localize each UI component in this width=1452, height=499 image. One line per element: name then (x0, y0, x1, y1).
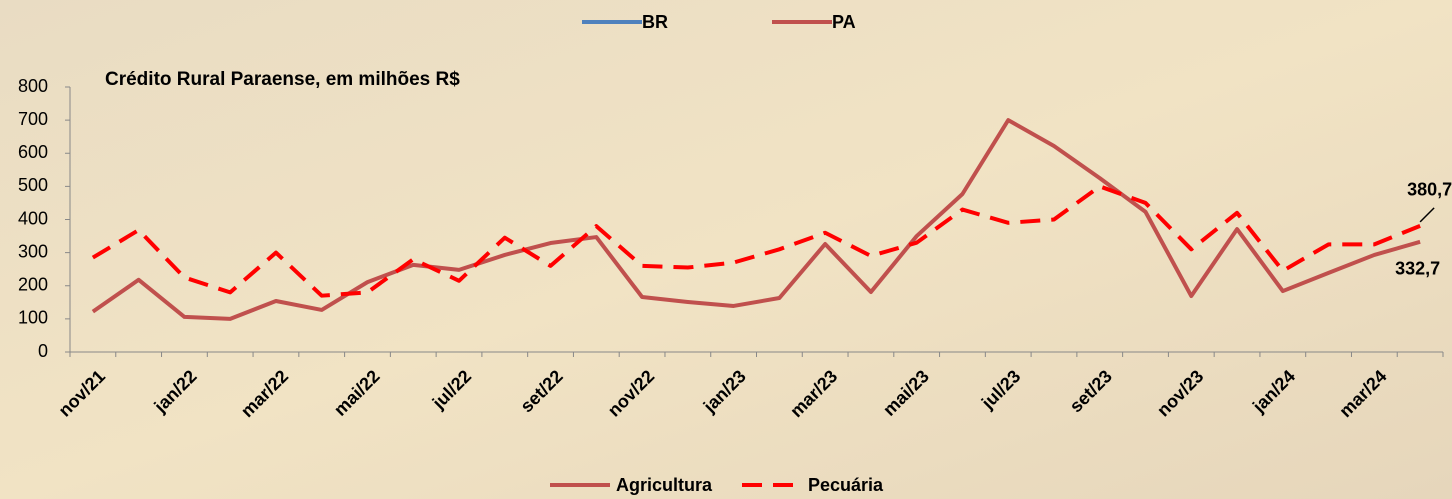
y-tick-label: 700 (18, 109, 48, 129)
value-label: 380,7 (1407, 180, 1452, 200)
y-tick-label: 300 (18, 241, 48, 261)
legend-label: Agricultura (616, 475, 713, 495)
value-label: 332,7 (1395, 259, 1440, 279)
y-tick-label: 500 (18, 175, 48, 195)
y-tick-label: 0 (38, 341, 48, 361)
chart: Crédito Rural Paraense, em milhões R$ 0 1… (0, 0, 1452, 499)
y-tick-label: 400 (18, 208, 48, 228)
chart-title: Crédito Rural Paraense, em milhões R$ (105, 69, 460, 90)
y-tick-label: 800 (18, 76, 48, 96)
legend-label: PA (832, 12, 856, 32)
legend-label: Pecuária (808, 475, 884, 495)
legend-label: BR (642, 12, 668, 32)
y-tick-label: 100 (18, 308, 48, 328)
y-tick-label: 600 (18, 142, 48, 162)
y-tick-label: 200 (18, 275, 48, 295)
